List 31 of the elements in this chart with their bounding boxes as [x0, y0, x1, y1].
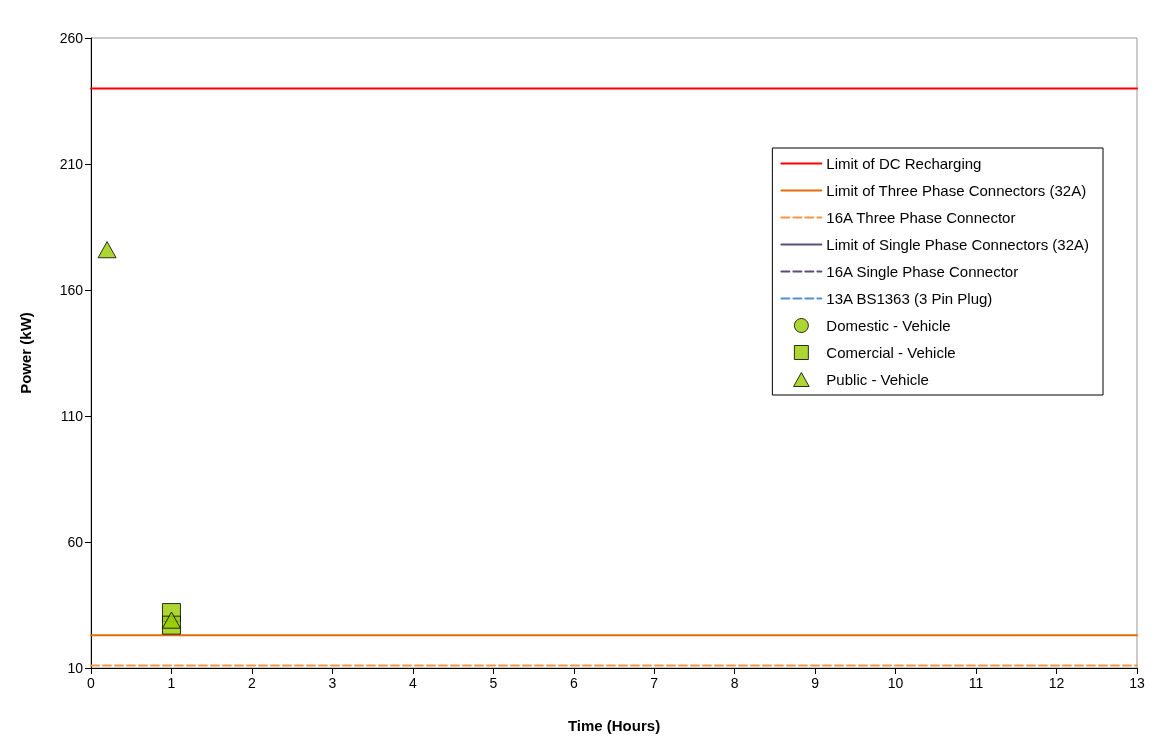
x-tick-label: 1	[167, 675, 176, 691]
x-tick-label: 3	[328, 675, 337, 691]
y-tick-label: 60	[67, 534, 84, 550]
x-tick-label: 12	[1048, 675, 1065, 691]
x-axis-title: Time (Hours)	[567, 717, 661, 734]
x-tick-label: 9	[811, 675, 820, 691]
legend-label: 13A BS1363 (3 Pin Plug)	[826, 290, 993, 307]
x-tick-label: 6	[569, 675, 578, 691]
legend-label: 16A Three Phase Connector	[826, 209, 1016, 226]
y-axis-title: Power (kW)	[17, 312, 34, 394]
legend-label: Domestic - Vehicle	[826, 317, 951, 334]
legend-label: Limit of Three Phase Connectors (32A)	[826, 182, 1087, 199]
y-tick-label: 260	[59, 30, 84, 46]
x-tick-label: 8	[730, 675, 739, 691]
y-tick-label: 110	[60, 408, 84, 424]
x-tick-label: 4	[408, 675, 417, 691]
x-tick-label: 2	[248, 675, 257, 691]
x-tick-label: 7	[650, 675, 659, 691]
x-tick-label: 10	[887, 675, 904, 691]
legend-label: 16A Single Phase Connector	[826, 263, 1019, 280]
legend-label: Comercial - Vehicle	[826, 344, 956, 361]
x-tick-label: 11	[968, 675, 984, 691]
y-tick-label: 210	[59, 156, 84, 172]
x-tick-label: 0	[87, 675, 96, 691]
legend-label: Limit of Single Phase Connectors (32A)	[826, 236, 1090, 253]
y-tick-label: 160	[59, 282, 84, 298]
x-tick-label: 13	[1129, 675, 1145, 691]
legend-label: Public - Vehicle	[826, 371, 929, 388]
x-tick-label: 5	[489, 675, 498, 691]
y-tick-label: 10	[67, 660, 84, 676]
legend-label: Limit of DC Recharging	[826, 155, 982, 172]
